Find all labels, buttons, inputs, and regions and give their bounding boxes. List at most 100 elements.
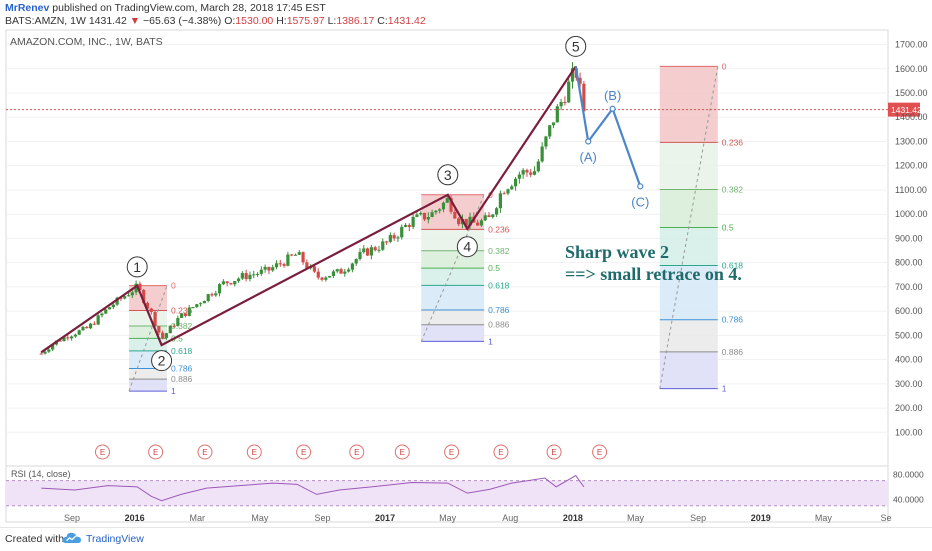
candle-body[interactable] — [115, 297, 119, 305]
candle-body[interactable] — [305, 262, 309, 269]
candle-body[interactable] — [373, 247, 377, 251]
earnings-marker[interactable] — [592, 444, 608, 460]
candle-body[interactable] — [407, 224, 411, 227]
candle-body[interactable] — [540, 146, 544, 162]
candle-body[interactable] — [210, 294, 214, 296]
candle-body[interactable] — [559, 101, 563, 107]
earnings-marker[interactable] — [349, 444, 365, 460]
candle-body[interactable] — [362, 248, 366, 253]
candle-body[interactable] — [145, 302, 150, 309]
candle-body[interactable] — [582, 83, 586, 112]
candle-body[interactable] — [517, 174, 521, 179]
candle-body[interactable] — [483, 215, 487, 221]
candle-body[interactable] — [252, 274, 256, 276]
candle-body[interactable] — [263, 266, 267, 270]
candle-body[interactable] — [123, 296, 127, 299]
candle-body[interactable] — [206, 294, 210, 302]
candle-body[interactable] — [434, 210, 438, 213]
candle-body[interactable] — [426, 217, 430, 220]
candle-body[interactable] — [274, 263, 279, 268]
candle-body[interactable] — [536, 161, 540, 172]
candle-body[interactable] — [233, 281, 237, 285]
earnings-marker[interactable] — [394, 444, 410, 460]
candle-body[interactable] — [126, 295, 131, 297]
earnings-marker[interactable] — [546, 444, 562, 460]
candle-body[interactable] — [58, 340, 62, 342]
candle-body[interactable] — [453, 211, 457, 219]
earnings-marker[interactable] — [296, 444, 312, 460]
candle-body[interactable] — [149, 308, 153, 312]
candle-body[interactable] — [111, 304, 115, 308]
candle-body[interactable] — [468, 216, 472, 226]
candle-body[interactable] — [81, 326, 85, 331]
candle-body[interactable] — [176, 317, 180, 327]
candle-body[interactable] — [510, 186, 514, 190]
candle-body[interactable] — [551, 122, 556, 126]
candle-body[interactable] — [350, 263, 355, 270]
candle-body[interactable] — [487, 215, 491, 218]
author-link[interactable]: MrRenev — [5, 2, 50, 14]
candle-body[interactable] — [244, 273, 248, 280]
candle-body[interactable] — [570, 68, 575, 82]
candle-body[interactable] — [66, 337, 70, 339]
candle-body[interactable] — [236, 278, 241, 282]
candle-body[interactable] — [229, 283, 233, 285]
candle-body[interactable] — [293, 254, 298, 256]
candle-body[interactable] — [180, 313, 184, 318]
candle-body[interactable] — [259, 269, 263, 274]
candle-body[interactable] — [138, 283, 142, 290]
candle-body[interactable] — [343, 271, 347, 274]
candle-body[interactable] — [221, 281, 225, 285]
candle-body[interactable] — [157, 326, 161, 333]
candle-body[interactable] — [255, 273, 260, 275]
candle-body[interactable] — [365, 248, 370, 256]
candle-body[interactable] — [563, 101, 567, 103]
candle-body[interactable] — [142, 289, 146, 303]
candle-body[interactable] — [271, 267, 275, 271]
candle-body[interactable] — [195, 304, 199, 308]
candle-body[interactable] — [502, 193, 506, 195]
candle-body[interactable] — [51, 344, 55, 350]
candle-body[interactable] — [39, 353, 43, 355]
candle-body[interactable] — [449, 198, 453, 212]
candle-body[interactable] — [134, 283, 138, 293]
candle-body[interactable] — [278, 263, 282, 265]
candle-body[interactable] — [331, 271, 336, 276]
candle-body[interactable] — [491, 214, 495, 218]
candle-body[interactable] — [529, 172, 533, 175]
candle-body[interactable] — [225, 281, 229, 284]
candle-body[interactable] — [92, 323, 96, 325]
tradingview-brand-link[interactable]: TradingView — [86, 533, 144, 545]
candle-body[interactable] — [69, 336, 74, 339]
candle-body[interactable] — [400, 226, 404, 238]
candle-body[interactable] — [214, 293, 218, 296]
price-chart[interactable]: 00.2360.3820.50.6180.7860.886100.2360.38… — [0, 0, 932, 527]
candle-body[interactable] — [419, 212, 423, 215]
candle-body[interactable] — [555, 106, 559, 123]
candle-body[interactable] — [388, 235, 392, 242]
candle-body[interactable] — [183, 313, 188, 316]
candle-body[interactable] — [430, 212, 434, 218]
earnings-marker[interactable] — [148, 444, 164, 460]
candle-body[interactable] — [85, 326, 89, 329]
candle-body[interactable] — [415, 214, 419, 217]
candle-body[interactable] — [548, 125, 552, 137]
candle-body[interactable] — [339, 269, 343, 274]
candle-body[interactable] — [396, 237, 400, 239]
candle-body[interactable] — [464, 218, 468, 226]
candle-body[interactable] — [168, 325, 172, 334]
candle-body[interactable] — [161, 332, 165, 338]
candle-body[interactable] — [62, 337, 66, 342]
candle-body[interactable] — [354, 259, 358, 264]
candle-body[interactable] — [377, 249, 381, 251]
candle-body[interactable] — [312, 266, 317, 272]
earnings-marker[interactable] — [197, 444, 213, 460]
candle-body[interactable] — [457, 218, 461, 225]
candle-body[interactable] — [445, 198, 449, 203]
candle-body[interactable] — [544, 136, 548, 147]
earnings-marker[interactable] — [444, 444, 460, 460]
candle-body[interactable] — [130, 292, 134, 296]
candle-body[interactable] — [290, 254, 294, 256]
candle-body[interactable] — [320, 277, 324, 280]
candle-body[interactable] — [525, 170, 529, 173]
